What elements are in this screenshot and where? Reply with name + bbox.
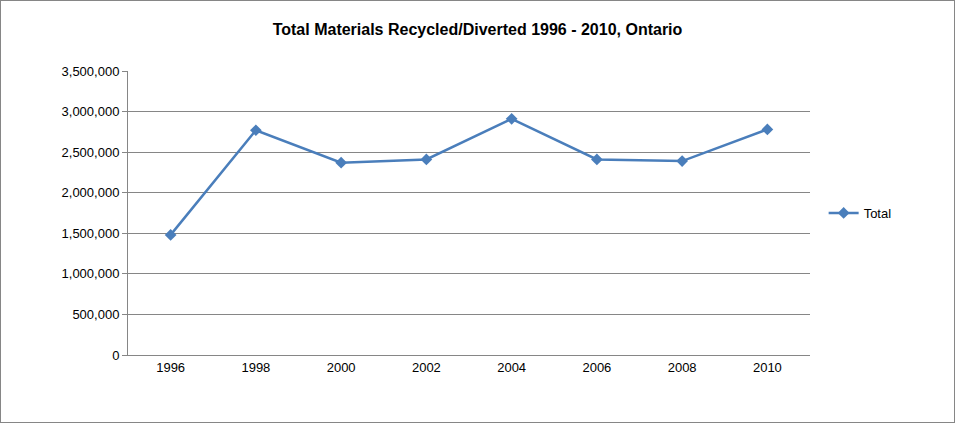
- svg-text:2008: 2008: [668, 360, 697, 375]
- svg-text:1996: 1996: [156, 360, 185, 375]
- svg-text:3,500,000: 3,500,000: [62, 64, 120, 79]
- svg-text:1998: 1998: [241, 360, 270, 375]
- svg-text:3,000,000: 3,000,000: [62, 104, 120, 119]
- svg-text:2000: 2000: [327, 360, 356, 375]
- svg-text:500,000: 500,000: [72, 307, 119, 322]
- svg-text:2010: 2010: [753, 360, 782, 375]
- svg-text:2006: 2006: [582, 360, 611, 375]
- svg-text:Total Materials Recycled/Diver: Total Materials Recycled/Diverted 1996 -…: [273, 21, 683, 38]
- svg-text:1,000,000: 1,000,000: [62, 266, 120, 281]
- svg-text:2004: 2004: [497, 360, 526, 375]
- svg-text:2002: 2002: [412, 360, 441, 375]
- svg-text:0: 0: [112, 348, 119, 363]
- svg-text:Total: Total: [864, 206, 892, 221]
- svg-text:2,500,000: 2,500,000: [62, 145, 120, 160]
- svg-text:1,500,000: 1,500,000: [62, 226, 120, 241]
- svg-text:2,000,000: 2,000,000: [62, 185, 120, 200]
